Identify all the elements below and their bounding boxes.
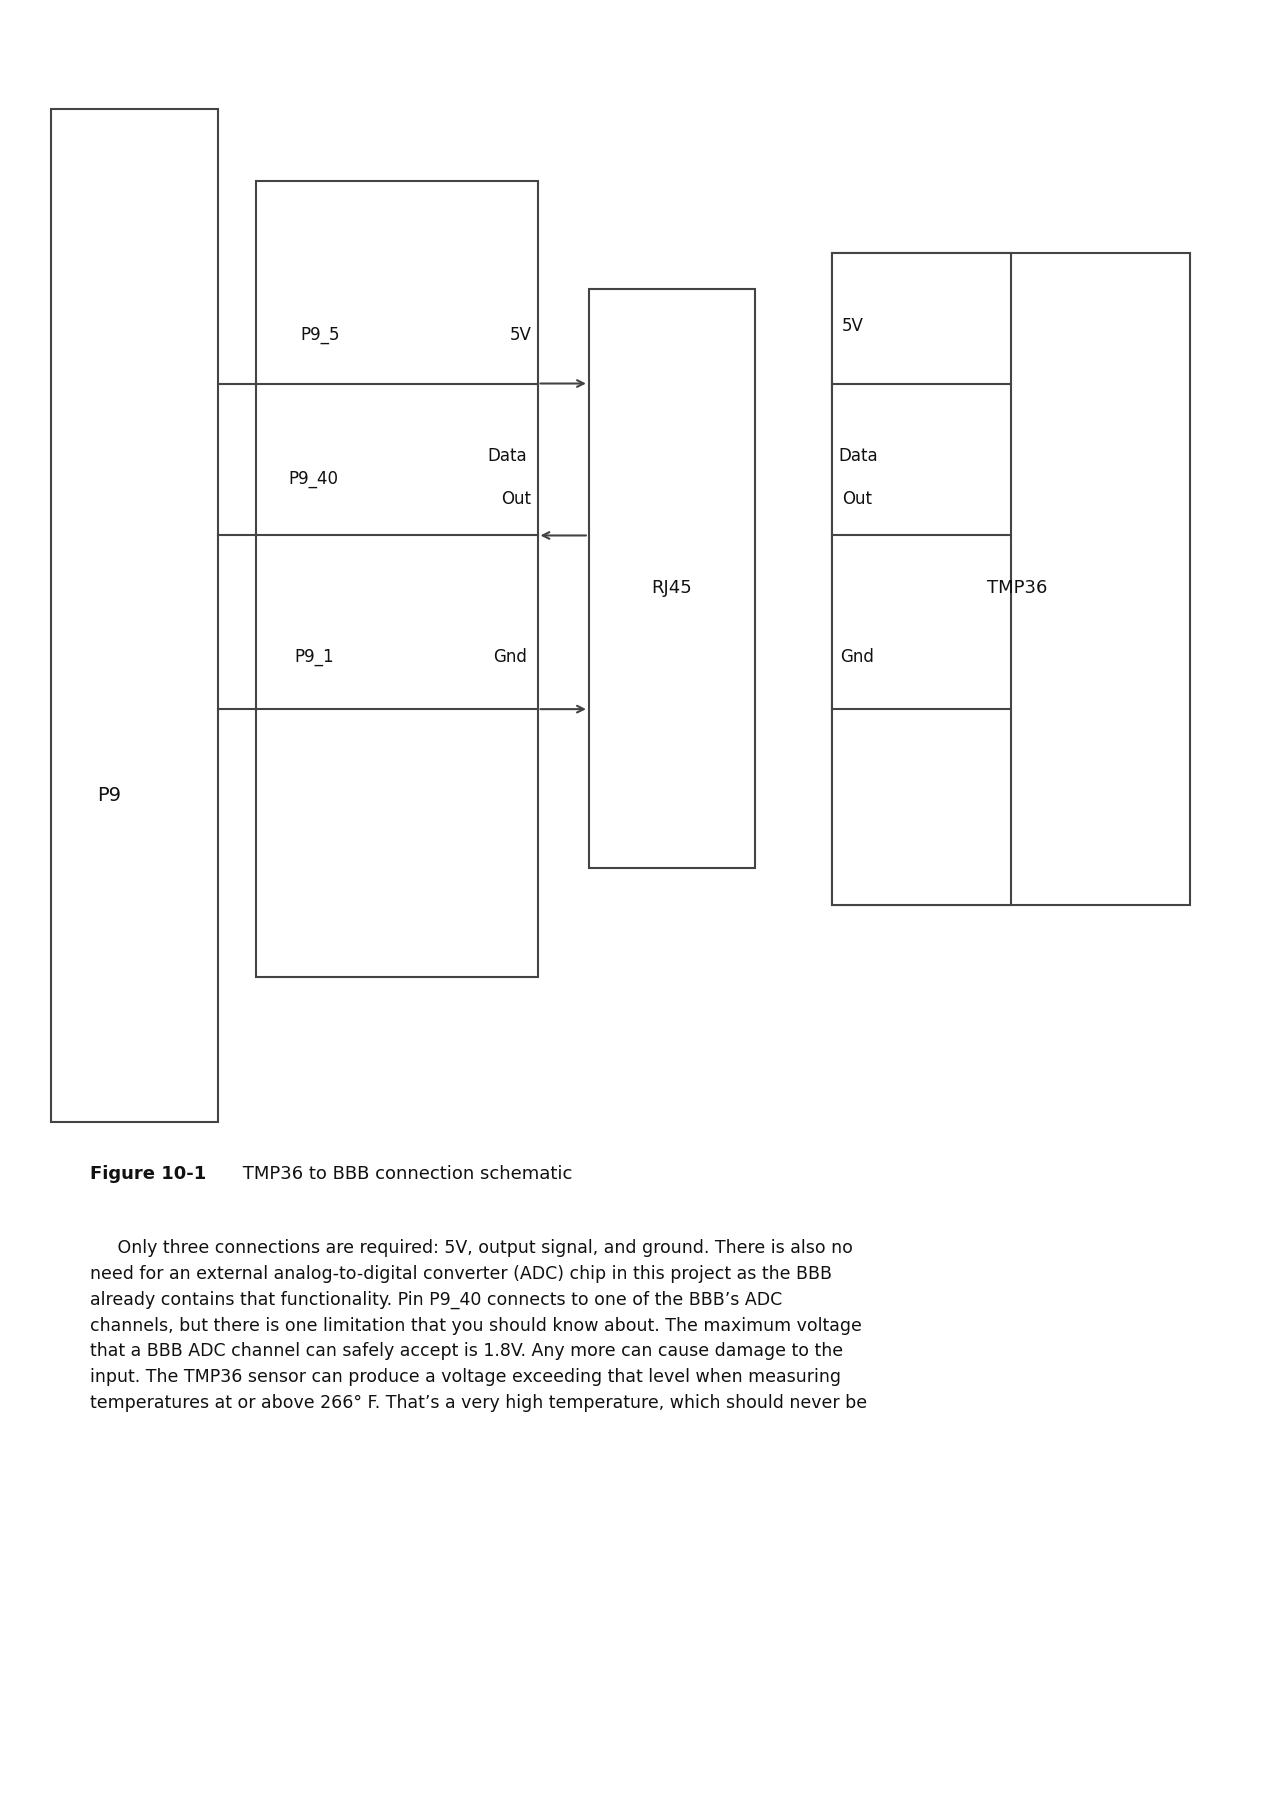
Bar [832,253,1011,904]
Text: TMP36: TMP36 [987,579,1048,597]
Bar [51,109,218,1122]
Text: P9_1: P9_1 [294,648,334,666]
Text: Out: Out [842,490,872,508]
Bar [589,289,755,868]
Text: Data: Data [838,447,878,465]
Text: Gnd: Gnd [494,648,527,666]
Text: Only three connections are required: 5V, output signal, and ground. There is als: Only three connections are required: 5V,… [90,1239,867,1411]
Text: Figure 10-1: Figure 10-1 [90,1165,206,1183]
Text: RJ45: RJ45 [652,579,692,597]
Text: P9_5: P9_5 [301,326,340,344]
Text: Out: Out [502,490,531,508]
Text: 5V: 5V [842,317,864,335]
Text: Data: Data [488,447,527,465]
Bar [832,253,1190,904]
Text: TMP36 to BBB connection schematic: TMP36 to BBB connection schematic [237,1165,572,1183]
Text: P9: P9 [97,787,120,805]
Bar [256,181,538,977]
Text: P9_40: P9_40 [288,470,338,488]
Text: Gnd: Gnd [840,648,873,666]
Text: 5V: 5V [509,326,531,344]
